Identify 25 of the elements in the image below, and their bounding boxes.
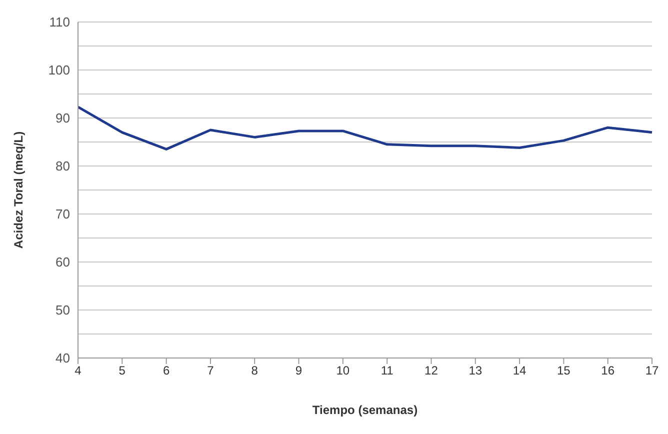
x-tick-label: 13 bbox=[468, 364, 482, 378]
y-tick-label: 80 bbox=[56, 158, 70, 174]
y-tick-label: 60 bbox=[56, 254, 70, 270]
y-tick-label: 40 bbox=[56, 350, 70, 366]
y-tick-label: 70 bbox=[56, 206, 70, 222]
x-tick-label: 14 bbox=[512, 364, 527, 378]
line-series bbox=[76, 106, 654, 150]
x-tick-label: 11 bbox=[380, 364, 394, 378]
y-tick-label: 50 bbox=[56, 302, 70, 318]
x-tick-label: 15 bbox=[557, 364, 571, 378]
x-tick-label: 16 bbox=[601, 364, 615, 378]
x-tick-label: 7 bbox=[207, 364, 214, 378]
x-tick-label: 6 bbox=[162, 364, 170, 378]
y-tick-label: 100 bbox=[48, 62, 70, 78]
y-tick-label: 90 bbox=[56, 110, 70, 126]
x-tick-label: 12 bbox=[424, 364, 438, 378]
x-axis-title: Tiempo (semanas) bbox=[312, 403, 418, 417]
x-tick-label: 9 bbox=[295, 364, 302, 378]
y-tick-label: 110 bbox=[49, 14, 70, 30]
x-tick-label: 5 bbox=[118, 364, 126, 378]
x-tick-label: 8 bbox=[251, 364, 258, 378]
x-tick-label: 17 bbox=[645, 364, 659, 378]
x-tick-label: 10 bbox=[336, 364, 350, 378]
x-tick-label: 4 bbox=[74, 364, 82, 378]
y-axis-title: Acidez Toral (meq/L) bbox=[11, 131, 26, 249]
